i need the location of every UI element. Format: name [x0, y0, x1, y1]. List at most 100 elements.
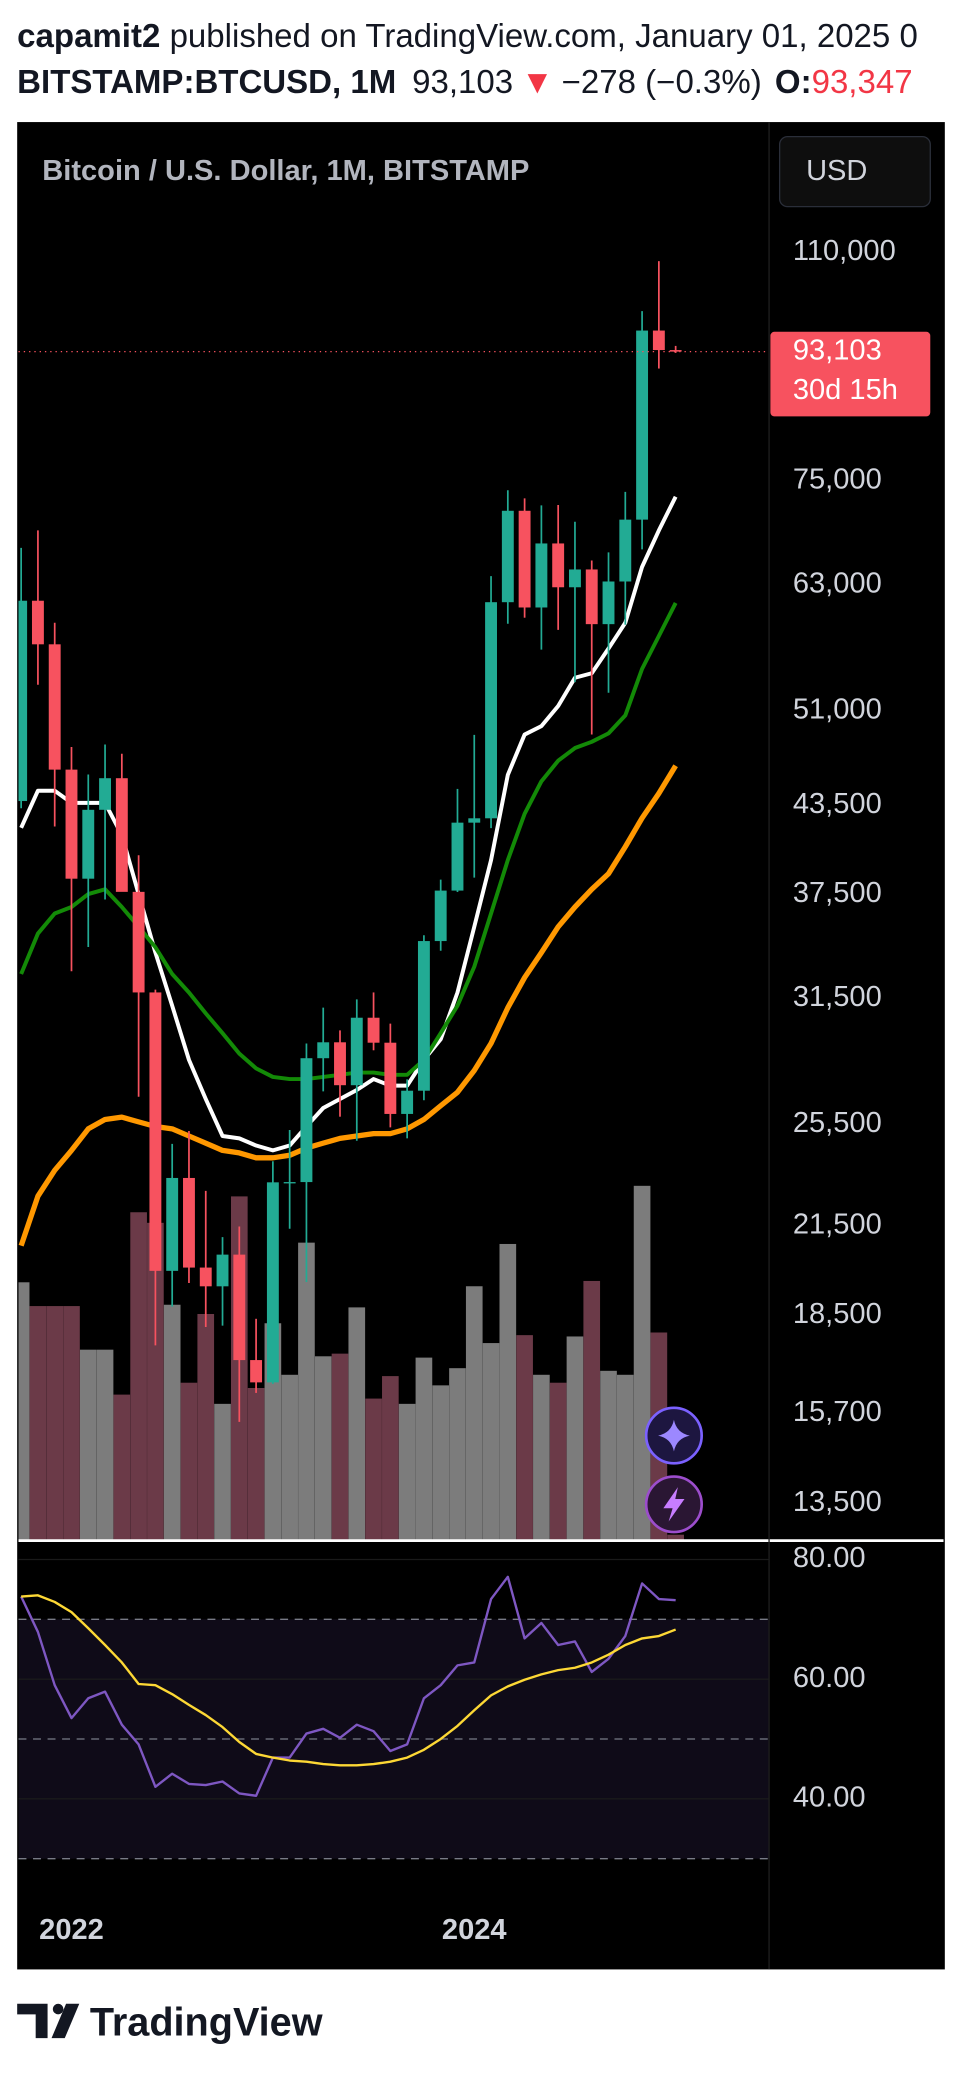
author[interactable]: capamit2	[17, 17, 160, 54]
volume-bar	[331, 1353, 349, 1540]
brand-logo[interactable]: TradingView	[17, 2001, 323, 2045]
volume-bar	[63, 1306, 80, 1540]
volume-bar	[616, 1374, 634, 1540]
candle-body	[233, 1254, 246, 1361]
candle-body	[434, 890, 447, 942]
candle-body	[451, 822, 464, 891]
candle-body	[18, 600, 28, 802]
candle-body	[65, 769, 78, 879]
alert-button[interactable]	[644, 1475, 703, 1534]
symbol-line: BITSTAMP:BTCUSD, 1M 93,103 ▼ −278 (−0.3%) O:…	[17, 63, 912, 100]
y-tick-label: 40.00	[793, 1782, 866, 1814]
candle-body	[166, 1177, 179, 1271]
volume-bar	[667, 1534, 684, 1540]
candle-body	[652, 330, 665, 351]
sparkle-icon[interactable]	[658, 1419, 690, 1452]
bolt-icon[interactable]	[663, 1487, 685, 1522]
published-text: published on TradingView.com, January 01…	[170, 17, 918, 54]
candle-body	[501, 510, 514, 603]
candle-body	[401, 1090, 414, 1114]
brand[interactable]: TradingView	[90, 2001, 323, 2045]
volume-bar	[180, 1382, 198, 1540]
volume-bar	[46, 1306, 64, 1540]
logo-dot[interactable]	[52, 2003, 64, 2015]
candle-body	[183, 1177, 195, 1268]
logo-mark[interactable]	[17, 2003, 48, 2039]
y-tick-label: 25,500	[793, 1107, 882, 1139]
candle-body	[250, 1360, 263, 1383]
volume-bar	[449, 1368, 466, 1540]
volume-bar	[113, 1394, 131, 1540]
candle-body	[417, 941, 430, 1091]
x-tick-label: 2022	[39, 1914, 104, 1946]
volume-bar	[281, 1374, 298, 1540]
candle-body	[669, 350, 682, 352]
candle-body	[384, 1042, 397, 1114]
candle-body	[468, 818, 481, 823]
grid-layer	[18, 1558, 770, 1860]
candle-body	[149, 992, 162, 1271]
y-tick-label: 110,000	[793, 235, 896, 267]
y-tick-label: 31,500	[793, 981, 882, 1013]
y-tick-label: 75,000	[793, 463, 882, 495]
volume-bar	[499, 1243, 517, 1540]
candle-body	[132, 891, 145, 993]
volume-bar	[197, 1314, 215, 1540]
candle-body	[619, 519, 632, 582]
chart-background	[17, 122, 945, 1970]
currency[interactable]: USD	[806, 155, 867, 187]
y-tick-label: 15,700	[793, 1396, 882, 1428]
volume-bar	[348, 1307, 366, 1540]
assistant-button[interactable]	[644, 1406, 703, 1465]
symbol: BITSTAMP:BTCUSD, 1M	[17, 63, 396, 100]
chart-title: Bitcoin / U.S. Dollar, 1M, BITSTAMP	[42, 155, 529, 187]
logo-mark[interactable]	[51, 2003, 80, 2039]
volume-bar	[398, 1403, 416, 1540]
volume-bar	[96, 1349, 114, 1540]
candle-body	[485, 602, 497, 819]
volume-bar	[163, 1304, 181, 1540]
candle-body	[48, 644, 61, 770]
rsi-band	[18, 1619, 770, 1859]
y-tick-label: 43,500	[793, 788, 882, 820]
change: −278 (−0.3%)	[562, 63, 762, 100]
open-label: O:	[775, 63, 812, 100]
candle-body	[350, 1017, 363, 1086]
volume-bar	[365, 1398, 382, 1540]
y-tick-label: 18,500	[793, 1298, 882, 1330]
volume-bar	[382, 1376, 399, 1540]
moving-average	[18, 764, 678, 1247]
volume-bar	[482, 1343, 500, 1540]
volume-bar	[18, 1282, 30, 1540]
currency-button[interactable]	[778, 135, 931, 208]
volume-bar	[147, 1222, 164, 1540]
candle-body	[636, 330, 649, 520]
volume-bar	[314, 1356, 332, 1540]
candle-body	[115, 778, 128, 892]
open-value: 93,347	[812, 63, 913, 100]
candle-body	[367, 1017, 380, 1043]
candle-body	[82, 809, 95, 879]
x-tick-label: 2024	[442, 1914, 507, 1946]
candle-body	[99, 778, 111, 810]
candle-body	[31, 600, 44, 645]
volume-bar	[583, 1280, 601, 1540]
candle-body	[266, 1182, 279, 1383]
volume-bar	[130, 1212, 147, 1540]
change-arrow: ▼	[521, 63, 554, 100]
volume-bar	[247, 1388, 265, 1540]
candle-body	[518, 510, 531, 608]
volume-bar	[29, 1306, 47, 1540]
candle-body	[552, 543, 565, 588]
moving-average	[19, 602, 678, 1082]
publish-line: capamit2 published on TradingView.com, Ja…	[17, 17, 918, 54]
volume-bar	[298, 1242, 315, 1540]
y-tick-label: 37,500	[793, 877, 882, 909]
candle-body	[199, 1267, 212, 1287]
candle-body	[535, 543, 548, 608]
y-tick-label: 21,500	[793, 1209, 882, 1241]
moving-average	[19, 495, 678, 1153]
volume-bar	[79, 1349, 97, 1540]
